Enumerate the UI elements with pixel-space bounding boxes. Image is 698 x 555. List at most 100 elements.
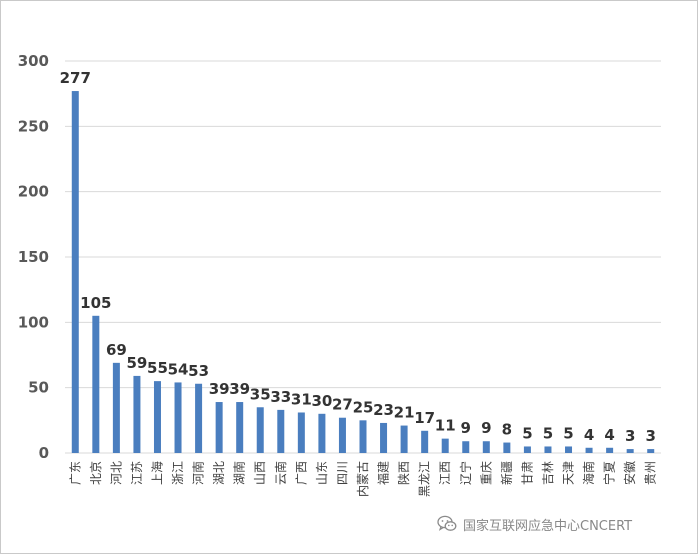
bar xyxy=(195,383,203,453)
data-label: 23 xyxy=(373,401,394,419)
data-label: 69 xyxy=(106,341,127,359)
bar xyxy=(606,447,614,453)
category-label: 北京 xyxy=(89,461,103,485)
bar xyxy=(565,446,573,453)
bar xyxy=(338,417,346,453)
bar xyxy=(441,438,449,453)
bar xyxy=(400,425,408,453)
data-label: 53 xyxy=(188,362,209,380)
data-label: 4 xyxy=(584,426,594,444)
data-label: 5 xyxy=(543,424,553,442)
category-label: 云南 xyxy=(273,461,288,485)
bar xyxy=(523,446,531,453)
data-label: 30 xyxy=(311,392,332,410)
gridlines xyxy=(65,60,661,454)
category-label: 黑龙江 xyxy=(418,461,432,497)
y-tick-label: 300 xyxy=(18,52,49,70)
data-label: 5 xyxy=(563,424,573,442)
data-label: 4 xyxy=(604,426,614,444)
category-label: 安徽 xyxy=(622,461,637,485)
data-label: 8 xyxy=(502,421,512,439)
bar xyxy=(359,420,367,453)
category-label: 辽宁 xyxy=(458,461,473,485)
category-label: 浙江 xyxy=(171,461,185,485)
data-label: 9 xyxy=(461,419,471,437)
data-label: 31 xyxy=(291,390,312,408)
category-label: 天津 xyxy=(562,461,576,485)
bars xyxy=(71,91,655,454)
category-label: 河南 xyxy=(191,461,206,485)
category-label: 江苏 xyxy=(130,461,144,485)
bar xyxy=(153,381,161,453)
category-label: 河北 xyxy=(109,461,123,485)
data-label: 9 xyxy=(481,419,491,437)
category-label: 山西 xyxy=(253,461,267,485)
data-label: 39 xyxy=(229,380,250,398)
data-label: 39 xyxy=(209,380,230,398)
data-label: 105 xyxy=(80,294,111,312)
x-axis-categories: 广东 北京 河北 江苏 上海 浙江 河南 湖北 湖南 山西 云南 广西 山东 四川 内蒙古 福建 陕西 黑龙江 江西… xyxy=(68,461,657,497)
bar xyxy=(174,382,182,453)
data-label: 277 xyxy=(60,69,91,87)
watermark: 国家互联网应急中心CNCERT xyxy=(437,513,632,535)
bar xyxy=(277,409,285,453)
category-label: 山东 xyxy=(315,461,329,485)
bar xyxy=(133,375,141,453)
category-label: 新疆 xyxy=(499,461,514,485)
data-label: 21 xyxy=(394,404,415,422)
category-label: 广西 xyxy=(294,461,308,485)
y-axis-ticks: 0 50 100 150 200 250 300 xyxy=(18,52,49,462)
category-label: 海南 xyxy=(581,461,596,485)
category-label: 甘肃 xyxy=(520,461,534,485)
data-label: 25 xyxy=(353,398,374,416)
watermark-text: 国家互联网应急中心CNCERT xyxy=(463,518,633,534)
data-label: 3 xyxy=(625,427,635,445)
category-label: 重庆 xyxy=(479,461,493,485)
bar xyxy=(585,447,593,453)
category-label: 湖北 xyxy=(211,461,226,485)
bar xyxy=(626,449,634,453)
bar xyxy=(236,402,244,453)
data-label: 27 xyxy=(332,396,353,414)
category-label: 湖南 xyxy=(232,461,247,485)
y-tick-label: 50 xyxy=(28,379,49,397)
bar xyxy=(380,422,388,453)
bar xyxy=(318,413,326,453)
category-label: 江西 xyxy=(438,461,452,485)
category-label: 宁夏 xyxy=(602,461,617,485)
category-label: 陕西 xyxy=(396,461,411,485)
data-label: 35 xyxy=(250,385,271,403)
category-label: 广东 xyxy=(68,461,82,485)
data-label: 33 xyxy=(270,388,291,406)
y-tick-label: 0 xyxy=(39,444,49,462)
bar xyxy=(92,315,100,453)
y-tick-label: 250 xyxy=(18,117,49,135)
bar xyxy=(71,91,79,454)
category-label: 上海 xyxy=(149,461,164,485)
category-label: 四川 xyxy=(335,461,349,485)
bar xyxy=(503,442,511,453)
y-tick-label: 150 xyxy=(18,248,49,266)
category-label: 福建 xyxy=(376,461,391,485)
data-label: 54 xyxy=(168,360,189,378)
data-label: 3 xyxy=(646,427,656,445)
bar xyxy=(421,430,429,453)
bar xyxy=(462,441,470,453)
y-tick-label: 200 xyxy=(18,183,49,201)
data-label: 55 xyxy=(147,359,168,377)
category-label: 吉林 xyxy=(541,461,555,485)
data-label: 5 xyxy=(522,424,532,442)
bar xyxy=(256,407,264,453)
data-label: 11 xyxy=(435,417,456,435)
bar xyxy=(297,412,305,453)
data-label: 17 xyxy=(414,409,435,427)
category-label: 贵州 xyxy=(644,461,658,485)
bar xyxy=(112,362,120,453)
category-label: 内蒙古 xyxy=(355,461,370,497)
wechat-icon xyxy=(437,515,457,531)
y-tick-label: 100 xyxy=(18,313,49,331)
data-label: 59 xyxy=(126,354,147,372)
